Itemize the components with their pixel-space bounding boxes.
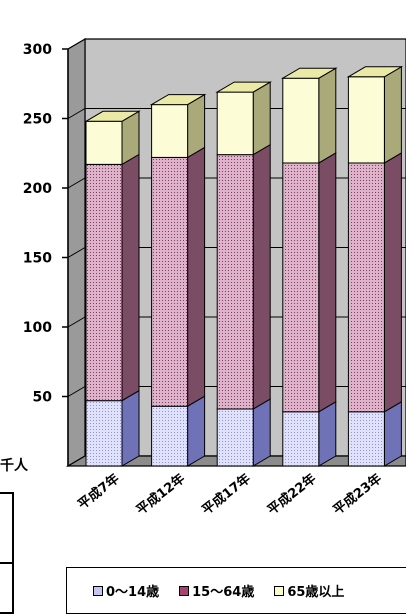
bar-segment-side bbox=[252, 398, 271, 467]
y-tick-label: 100 bbox=[23, 320, 52, 336]
bar-segment-front bbox=[216, 154, 254, 410]
bar-segment-side bbox=[121, 389, 140, 467]
legend-swatch-0-14 bbox=[93, 585, 103, 596]
bars bbox=[84, 65, 404, 467]
bar-segment-front bbox=[347, 411, 385, 467]
bar-segment-front bbox=[282, 411, 320, 467]
legend-swatch-15-64 bbox=[179, 585, 190, 596]
bar-segment-front bbox=[347, 162, 385, 413]
bar-segment bbox=[85, 389, 140, 467]
x-tick-label: 平成12年 bbox=[133, 471, 188, 519]
gridline-side bbox=[67, 177, 86, 189]
x-axis-ticks: 平成7年 平成12年 平成17年 平成22年 平成23年 bbox=[75, 471, 385, 519]
gridline-side bbox=[67, 108, 86, 119]
bar-segment bbox=[216, 81, 271, 156]
bar-segment-front bbox=[282, 77, 320, 164]
bar-top bbox=[84, 110, 141, 122]
bar-segment bbox=[282, 67, 337, 164]
bar-segment-front bbox=[85, 400, 123, 467]
legend: 0〜14歳 15〜64歳 65歳以上 bbox=[66, 567, 406, 614]
bar-top bbox=[346, 66, 404, 78]
bar-segment bbox=[282, 152, 337, 413]
x-tick-label: 平成22年 bbox=[264, 471, 319, 519]
bar-segment-side bbox=[318, 152, 337, 413]
bar-segment-front bbox=[216, 408, 254, 467]
x-tick-label: 平成17年 bbox=[199, 471, 254, 519]
y-axis-ticks: 50 100 150 200 250 300 bbox=[23, 42, 69, 466]
bar-segment bbox=[347, 400, 402, 467]
bar-segment-front bbox=[216, 91, 254, 156]
legend-label-65-plus: 65歳以上 bbox=[287, 585, 345, 600]
bar-top bbox=[149, 94, 207, 106]
bar-segment-side bbox=[187, 395, 206, 467]
x-tick-label: 平成7年 bbox=[75, 471, 123, 513]
gridline-side bbox=[67, 247, 86, 258]
bar-segment-front bbox=[85, 120, 123, 165]
bar-segment bbox=[216, 143, 271, 410]
bar-top bbox=[215, 81, 273, 93]
y-tick-label: 200 bbox=[23, 181, 52, 197]
bar-segment bbox=[216, 398, 271, 467]
bar-segment-front bbox=[347, 76, 385, 164]
bar-segment-front bbox=[151, 104, 189, 158]
y-tick-label: 300 bbox=[23, 42, 52, 58]
bar-segment-front bbox=[151, 405, 189, 467]
legend-item-65-plus: 65歳以上 bbox=[274, 581, 344, 600]
legend-item-15-64: 15〜64歳 bbox=[179, 581, 254, 600]
bar-segment-side bbox=[121, 153, 140, 402]
bar-segment-side bbox=[318, 400, 337, 467]
bar-segment bbox=[282, 400, 337, 467]
y-tick-label: 50 bbox=[33, 390, 53, 406]
bar-segment bbox=[347, 65, 402, 164]
legend-swatch-65-plus bbox=[274, 585, 285, 596]
gridline-side bbox=[67, 386, 86, 397]
y-tick-label: 250 bbox=[23, 112, 52, 128]
bar-segment bbox=[347, 152, 402, 413]
legend-item-0-14: 0〜14歳 bbox=[93, 581, 159, 600]
bar-segment bbox=[85, 153, 140, 402]
bar-segment-side bbox=[187, 93, 206, 159]
bar-segment bbox=[151, 146, 206, 408]
bar-segment-side bbox=[252, 81, 271, 156]
bar-segment-side bbox=[383, 400, 402, 467]
legend-label-15-64: 15〜64歳 bbox=[192, 585, 255, 600]
gridline-side bbox=[67, 316, 86, 328]
bar-segment bbox=[85, 110, 140, 166]
bar-segment bbox=[151, 395, 206, 467]
x-tick-label: 平成23年 bbox=[330, 471, 385, 519]
legend-label-0-14: 0〜14歳 bbox=[106, 585, 160, 600]
bar-segment-side bbox=[252, 143, 271, 410]
bar-top bbox=[280, 67, 338, 79]
bar-segment-front bbox=[282, 162, 320, 413]
bar-segment-side bbox=[383, 152, 402, 413]
bar-segment-side bbox=[187, 146, 206, 408]
left-table-fragment bbox=[0, 492, 14, 614]
bar-segment-front bbox=[151, 156, 189, 407]
bar-segment-front bbox=[85, 163, 123, 402]
bar-segment-side bbox=[383, 65, 402, 164]
gridline-side bbox=[67, 38, 86, 50]
y-tick-label: 150 bbox=[23, 251, 52, 267]
y-axis-unit-label: 千人 bbox=[0, 457, 29, 474]
bar-segment-side bbox=[318, 67, 337, 164]
